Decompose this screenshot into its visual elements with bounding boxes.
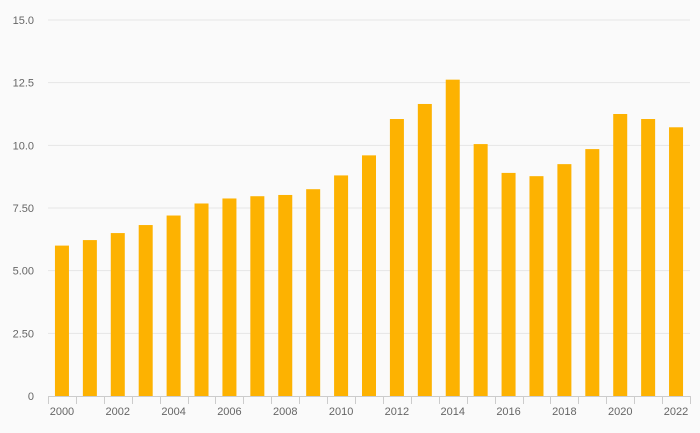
x-tick-label: 2008 [273, 406, 297, 418]
y-tick-label: 0 [28, 391, 34, 403]
bar-2005 [194, 203, 209, 396]
bar-2017 [529, 176, 544, 396]
bar-2011 [362, 155, 376, 396]
x-tick-label: 2016 [496, 406, 520, 418]
y-tick-label: 5.00 [13, 266, 34, 278]
bar-2016 [501, 172, 516, 396]
bar-2014 [445, 79, 460, 397]
x-tick-label: 2018 [552, 406, 576, 418]
x-tick-label: 2012 [385, 406, 409, 418]
x-tick-label: 2020 [608, 406, 632, 418]
x-axis-ticks [48, 396, 691, 404]
bar-2019 [585, 149, 600, 396]
bar-2021 [641, 119, 656, 396]
y-tick-label: 7.50 [13, 203, 34, 215]
bar-2013 [417, 103, 432, 397]
bar-2003 [138, 225, 153, 396]
bar-2015 [473, 144, 488, 396]
bar-2002 [110, 233, 125, 396]
x-axis-tick-labels: 2000 2002 2004 2006 2008 2010 2012 2014 2016 2018… [50, 406, 689, 418]
bar-2006 [222, 198, 237, 396]
x-tick-label: 2000 [50, 406, 74, 418]
bar-2010 [334, 175, 349, 396]
y-axis-tick-labels: 0 2.50 5.00 7.50 10.0 12.5 15.0 [13, 15, 34, 403]
bar-2000 [54, 245, 69, 396]
bar-2018 [557, 164, 572, 396]
x-tick-label: 2014 [440, 406, 464, 418]
y-tick-label: 2.50 [13, 328, 34, 340]
bar-2008 [278, 194, 293, 396]
bar-2020 [613, 114, 628, 396]
bar-2004 [166, 215, 181, 396]
x-tick-label: 2004 [161, 406, 185, 418]
bar-2007 [250, 196, 265, 396]
y-tick-label: 15.0 [13, 15, 34, 27]
x-tick-label: 2022 [664, 406, 688, 418]
x-tick-label: 2010 [329, 406, 353, 418]
bar-2022 [669, 127, 684, 396]
y-tick-label: 10.0 [13, 140, 34, 152]
bar-2012 [389, 119, 404, 396]
x-tick-label: 2006 [217, 406, 241, 418]
x-tick-label: 2002 [106, 406, 130, 418]
bar-2009 [306, 189, 321, 396]
y-tick-label: 12.5 [13, 78, 34, 90]
bars [54, 79, 684, 397]
bar-2001 [82, 240, 97, 396]
